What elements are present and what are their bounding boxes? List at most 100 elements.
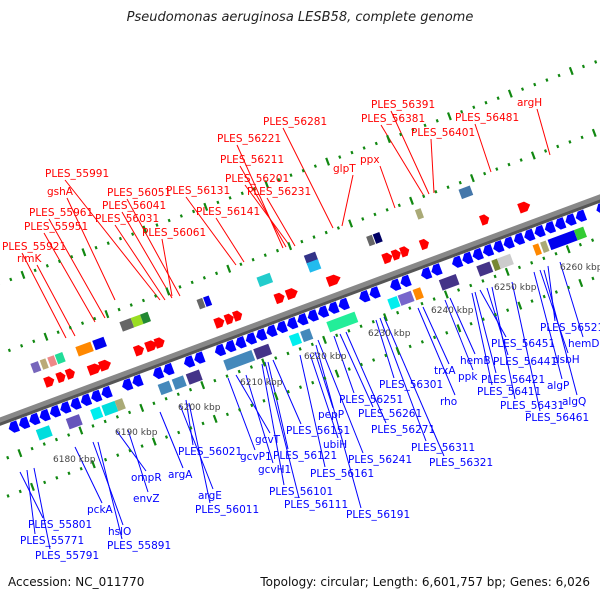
reverse-gene-arrow[interactable] (151, 366, 165, 381)
reverse-gene-label[interactable]: PLES_56311 (411, 442, 475, 454)
forward-gene-label[interactable]: gshA (47, 186, 74, 198)
reverse-gene-label[interactable]: PLES_56431 (500, 400, 564, 412)
forward-gene-arrow[interactable] (153, 336, 167, 349)
forward-gene-label[interactable]: PLES_56041 (102, 200, 166, 212)
reverse-gene-label[interactable]: algQ (562, 396, 586, 408)
gene-feature-box[interactable] (35, 425, 53, 441)
forward-gene-label[interactable]: PLES_56231 (247, 186, 311, 198)
reverse-gene-label[interactable]: PLES_55791 (35, 550, 99, 562)
reverse-gene-arrow[interactable] (48, 405, 62, 419)
reverse-gene-arrow[interactable] (130, 374, 144, 388)
forward-gene-label[interactable]: PLES_56211 (220, 154, 284, 166)
forward-gene-label[interactable]: PLES_56141 (196, 206, 260, 218)
reverse-gene-arrow[interactable] (429, 263, 443, 277)
gene-feature-box[interactable] (39, 358, 49, 370)
reverse-gene-arrow[interactable] (481, 244, 495, 258)
reverse-gene-label[interactable]: gcvP1 (240, 451, 272, 463)
gene-feature-box[interactable] (372, 232, 383, 244)
forward-gene-label[interactable]: PLES_56401 (411, 127, 475, 139)
forward-gene-arrow[interactable] (284, 286, 300, 300)
forward-gene-label[interactable]: PLES_55921 (2, 241, 66, 253)
forward-gene-arrow[interactable] (381, 251, 394, 265)
reverse-gene-label[interactable]: pepP (318, 409, 344, 421)
gene-feature-box[interactable] (288, 332, 303, 347)
reverse-gene-label[interactable]: PLES_56111 (284, 499, 348, 511)
gene-feature-box[interactable] (306, 259, 322, 273)
forward-gene-label[interactable]: PLES_56381 (361, 113, 425, 125)
reverse-gene-label[interactable]: PLES_56461 (525, 412, 589, 424)
reverse-gene-arrow[interactable] (543, 221, 557, 235)
reverse-gene-arrow[interactable] (574, 209, 588, 224)
forward-gene-label[interactable]: PLES_56281 (263, 116, 327, 128)
reverse-gene-label[interactable]: PLES_56021 (178, 446, 242, 458)
forward-gene-arrow[interactable] (273, 291, 287, 305)
reverse-gene-arrow[interactable] (533, 224, 546, 239)
reverse-gene-label[interactable]: argA (168, 469, 193, 481)
forward-gene-label[interactable]: glpT (333, 163, 356, 175)
gene-feature-box[interactable] (65, 414, 83, 430)
gene-feature-box[interactable] (532, 243, 543, 256)
gene-feature-box[interactable] (196, 297, 206, 310)
gene-feature-box[interactable] (75, 341, 94, 357)
reverse-gene-label[interactable]: PLES_56151 (286, 425, 350, 437)
gene-feature-box[interactable] (114, 398, 126, 412)
gene-feature-box[interactable] (300, 328, 314, 343)
forward-gene-label[interactable]: rimK (17, 253, 42, 265)
reverse-gene-arrow[interactable] (306, 309, 319, 323)
forward-gene-arrow[interactable] (517, 200, 532, 214)
gene-feature-box[interactable] (256, 272, 274, 288)
reverse-gene-label[interactable]: hslO (108, 526, 131, 538)
forward-gene-arrow[interactable] (144, 339, 159, 353)
reverse-gene-arrow[interactable] (89, 389, 103, 404)
reverse-gene-label[interactable]: envZ (133, 493, 160, 505)
gene-feature-box[interactable] (253, 343, 273, 360)
reverse-gene-label[interactable]: PLES_56241 (348, 454, 412, 466)
forward-gene-label[interactable]: PLES_56131 (166, 185, 230, 197)
reverse-gene-label[interactable]: PLES_56121 (273, 450, 337, 462)
reverse-gene-arrow[interactable] (471, 247, 484, 262)
forward-gene-arrow[interactable] (399, 245, 411, 258)
reverse-gene-label[interactable]: PLES_56011 (195, 504, 259, 516)
gene-feature-box[interactable] (54, 352, 66, 365)
reverse-gene-label[interactable]: PLES_55801 (28, 519, 92, 531)
gene-feature-box[interactable] (326, 311, 359, 333)
reverse-gene-label[interactable]: PLES_56251 (339, 394, 403, 406)
reverse-gene-arrow[interactable] (553, 217, 567, 231)
gene-feature-box[interactable] (157, 380, 173, 396)
forward-gene-arrow[interactable] (390, 248, 403, 261)
reverse-gene-arrow[interactable] (182, 355, 196, 369)
reverse-gene-label[interactable]: PLES_56101 (269, 486, 333, 498)
reverse-gene-label[interactable]: trxA (434, 365, 456, 377)
reverse-gene-label[interactable]: ppk (458, 371, 478, 383)
gene-feature-box[interactable] (171, 375, 187, 390)
gene-feature-box[interactable] (140, 311, 152, 324)
reverse-gene-label[interactable]: ompR (131, 472, 162, 484)
reverse-gene-label[interactable]: rho (440, 396, 457, 408)
reverse-gene-arrow[interactable] (120, 378, 134, 392)
reverse-gene-arrow[interactable] (368, 286, 381, 300)
forward-gene-label[interactable]: PLES_56481 (455, 112, 519, 124)
reverse-gene-arrow[interactable] (512, 232, 526, 247)
reverse-gene-label[interactable]: hemB (460, 355, 491, 367)
gene-feature-box[interactable] (496, 253, 514, 269)
reverse-gene-arrow[interactable] (17, 416, 31, 431)
forward-gene-label[interactable]: PLES_56221 (217, 133, 281, 145)
reverse-gene-arrow[interactable] (564, 213, 577, 227)
forward-gene-label[interactable]: PLES_55961 (29, 207, 93, 219)
reverse-gene-arrow[interactable] (161, 362, 175, 377)
gene-feature-box[interactable] (476, 261, 494, 277)
gene-feature-box[interactable] (387, 295, 401, 310)
gene-feature-box[interactable] (366, 234, 376, 247)
gene-feature-box[interactable] (397, 290, 415, 306)
gene-feature-box[interactable] (101, 400, 119, 417)
reverse-gene-label[interactable]: PLES_56261 (358, 408, 422, 420)
reverse-gene-arrow[interactable] (388, 278, 402, 293)
reverse-gene-arrow[interactable] (38, 408, 51, 423)
forward-gene-arrow[interactable] (223, 312, 236, 325)
reverse-gene-label[interactable]: PLES_56271 (371, 424, 435, 436)
reverse-gene-label[interactable]: hemD (568, 338, 599, 350)
gene-feature-box[interactable] (130, 314, 144, 328)
reverse-gene-label[interactable]: PLES_56421 (481, 374, 545, 386)
reverse-gene-label[interactable]: PLES_56161 (310, 468, 374, 480)
gene-feature-box[interactable] (47, 355, 58, 368)
